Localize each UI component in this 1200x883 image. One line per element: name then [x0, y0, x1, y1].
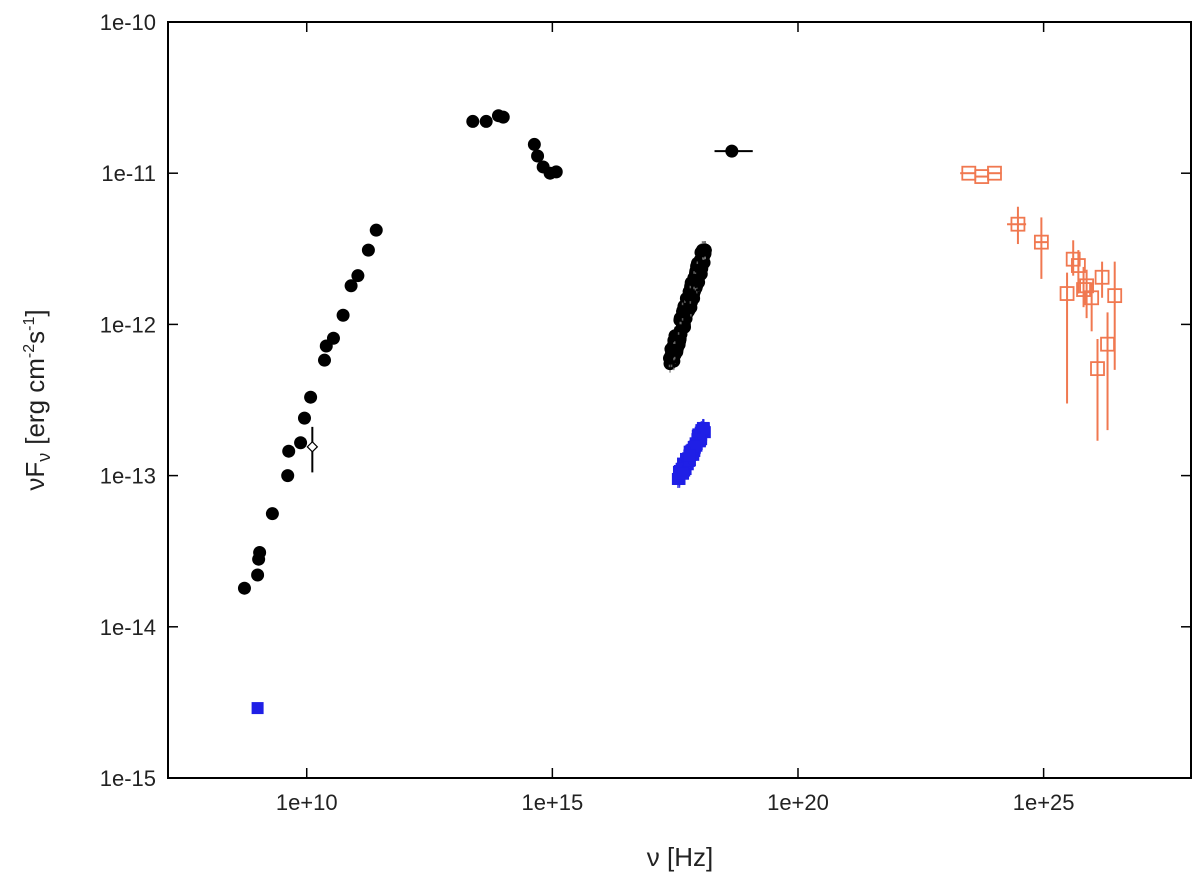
series-0-point-0: [237, 581, 251, 595]
series-1: [306, 426, 319, 473]
series-6-point-11: [1090, 361, 1105, 377]
series-0-point-6: [282, 444, 296, 458]
series-6-point-8: [1076, 282, 1091, 297]
series-2-point-0: [725, 144, 739, 158]
series-0-point-15: [351, 269, 365, 283]
series-3-point-136: [668, 343, 682, 357]
x-tick-label-1: 1e+15: [521, 790, 583, 815]
y-tick-label-2: 1e-13: [100, 464, 156, 489]
series-6-point-9: [1079, 278, 1095, 294]
series-0-point-17: [369, 223, 383, 237]
series-0-point-22: [527, 137, 541, 151]
series-0-point-21: [496, 110, 510, 124]
series-6: [960, 165, 1123, 441]
series-0-point-16: [361, 243, 375, 257]
x-tick-label-2: 1e+20: [767, 790, 829, 815]
series-6-point-14: [1107, 288, 1123, 304]
y-tick-label-5: 1e-10: [100, 10, 156, 35]
series-5-point-0: [251, 702, 264, 715]
y-axis-label-exp2: -1: [21, 317, 38, 331]
series-0-point-4: [265, 507, 279, 521]
series-6-point-10: [1084, 290, 1100, 306]
series-0-point-26: [549, 165, 563, 179]
series-6-point-2: [987, 165, 1002, 181]
series-6-point-12: [1094, 269, 1110, 285]
series-3-point-125: [673, 324, 687, 338]
series-2: [714, 144, 753, 158]
series-1-point-0: [306, 440, 319, 453]
series-0-point-8: [297, 411, 311, 425]
series-0-point-3: [253, 546, 267, 560]
series-6-point-5: [1059, 286, 1075, 301]
series-5: [251, 702, 264, 715]
x-tick-label-0: 1e+10: [276, 790, 338, 815]
series-0: [237, 109, 563, 595]
series-0-point-13: [336, 308, 350, 322]
y-tick-label-3: 1e-12: [100, 312, 156, 337]
y-axis-label-main: νF: [20, 462, 50, 491]
x-tick-label-3: 1e+25: [1013, 790, 1075, 815]
series-3: [662, 241, 712, 373]
plot-frame: [167, 21, 1192, 779]
series-0-point-23: [531, 149, 545, 163]
y-axis-label-unit: [erg cm: [20, 358, 50, 445]
series-4: [671, 418, 711, 488]
series-0-point-10: [317, 353, 331, 367]
y-axis-label-sub: ν: [34, 453, 54, 462]
series-4-point-59: [683, 449, 696, 462]
x-axis-label: ν [Hz]: [647, 842, 713, 872]
y-tick-label-4: 1e-11: [101, 161, 156, 186]
series-3-point-139: [698, 243, 712, 257]
series-0-point-5: [281, 469, 295, 483]
series-0-point-18: [466, 114, 480, 128]
y-axis-label: νFν [erg cm-2s-1]: [20, 309, 54, 490]
data-marks: [237, 109, 1123, 715]
series-3-point-130: [676, 305, 690, 319]
series-6-point-3: [1010, 216, 1026, 232]
y-tick-label-0: 1e-15: [100, 766, 156, 791]
series-0-point-7: [294, 436, 308, 450]
y-axis-label-close: ]: [20, 309, 50, 316]
series-4-point-57: [677, 467, 690, 480]
axis-ticks: 1e+10 1e+15 1e+20 1e+25 1e-15 1e-14 1e-13 1e-12…: [100, 10, 1191, 815]
series-6-point-4: [1033, 234, 1049, 250]
series-4-point-44: [697, 422, 710, 435]
y-axis-label-exp1: -2: [21, 344, 38, 358]
series-0-point-12: [326, 331, 340, 345]
series-0-point-14: [344, 279, 358, 293]
series-0-point-9: [304, 390, 318, 404]
series-3-point-138: [687, 273, 701, 287]
series-6-point-7: [1070, 258, 1086, 273]
series-0-point-1: [251, 568, 265, 582]
series-0-point-19: [479, 114, 493, 128]
y-axis-label-s: s: [20, 331, 50, 344]
series-3-point-135: [683, 288, 697, 302]
y-tick-label-1: 1e-14: [100, 615, 156, 640]
